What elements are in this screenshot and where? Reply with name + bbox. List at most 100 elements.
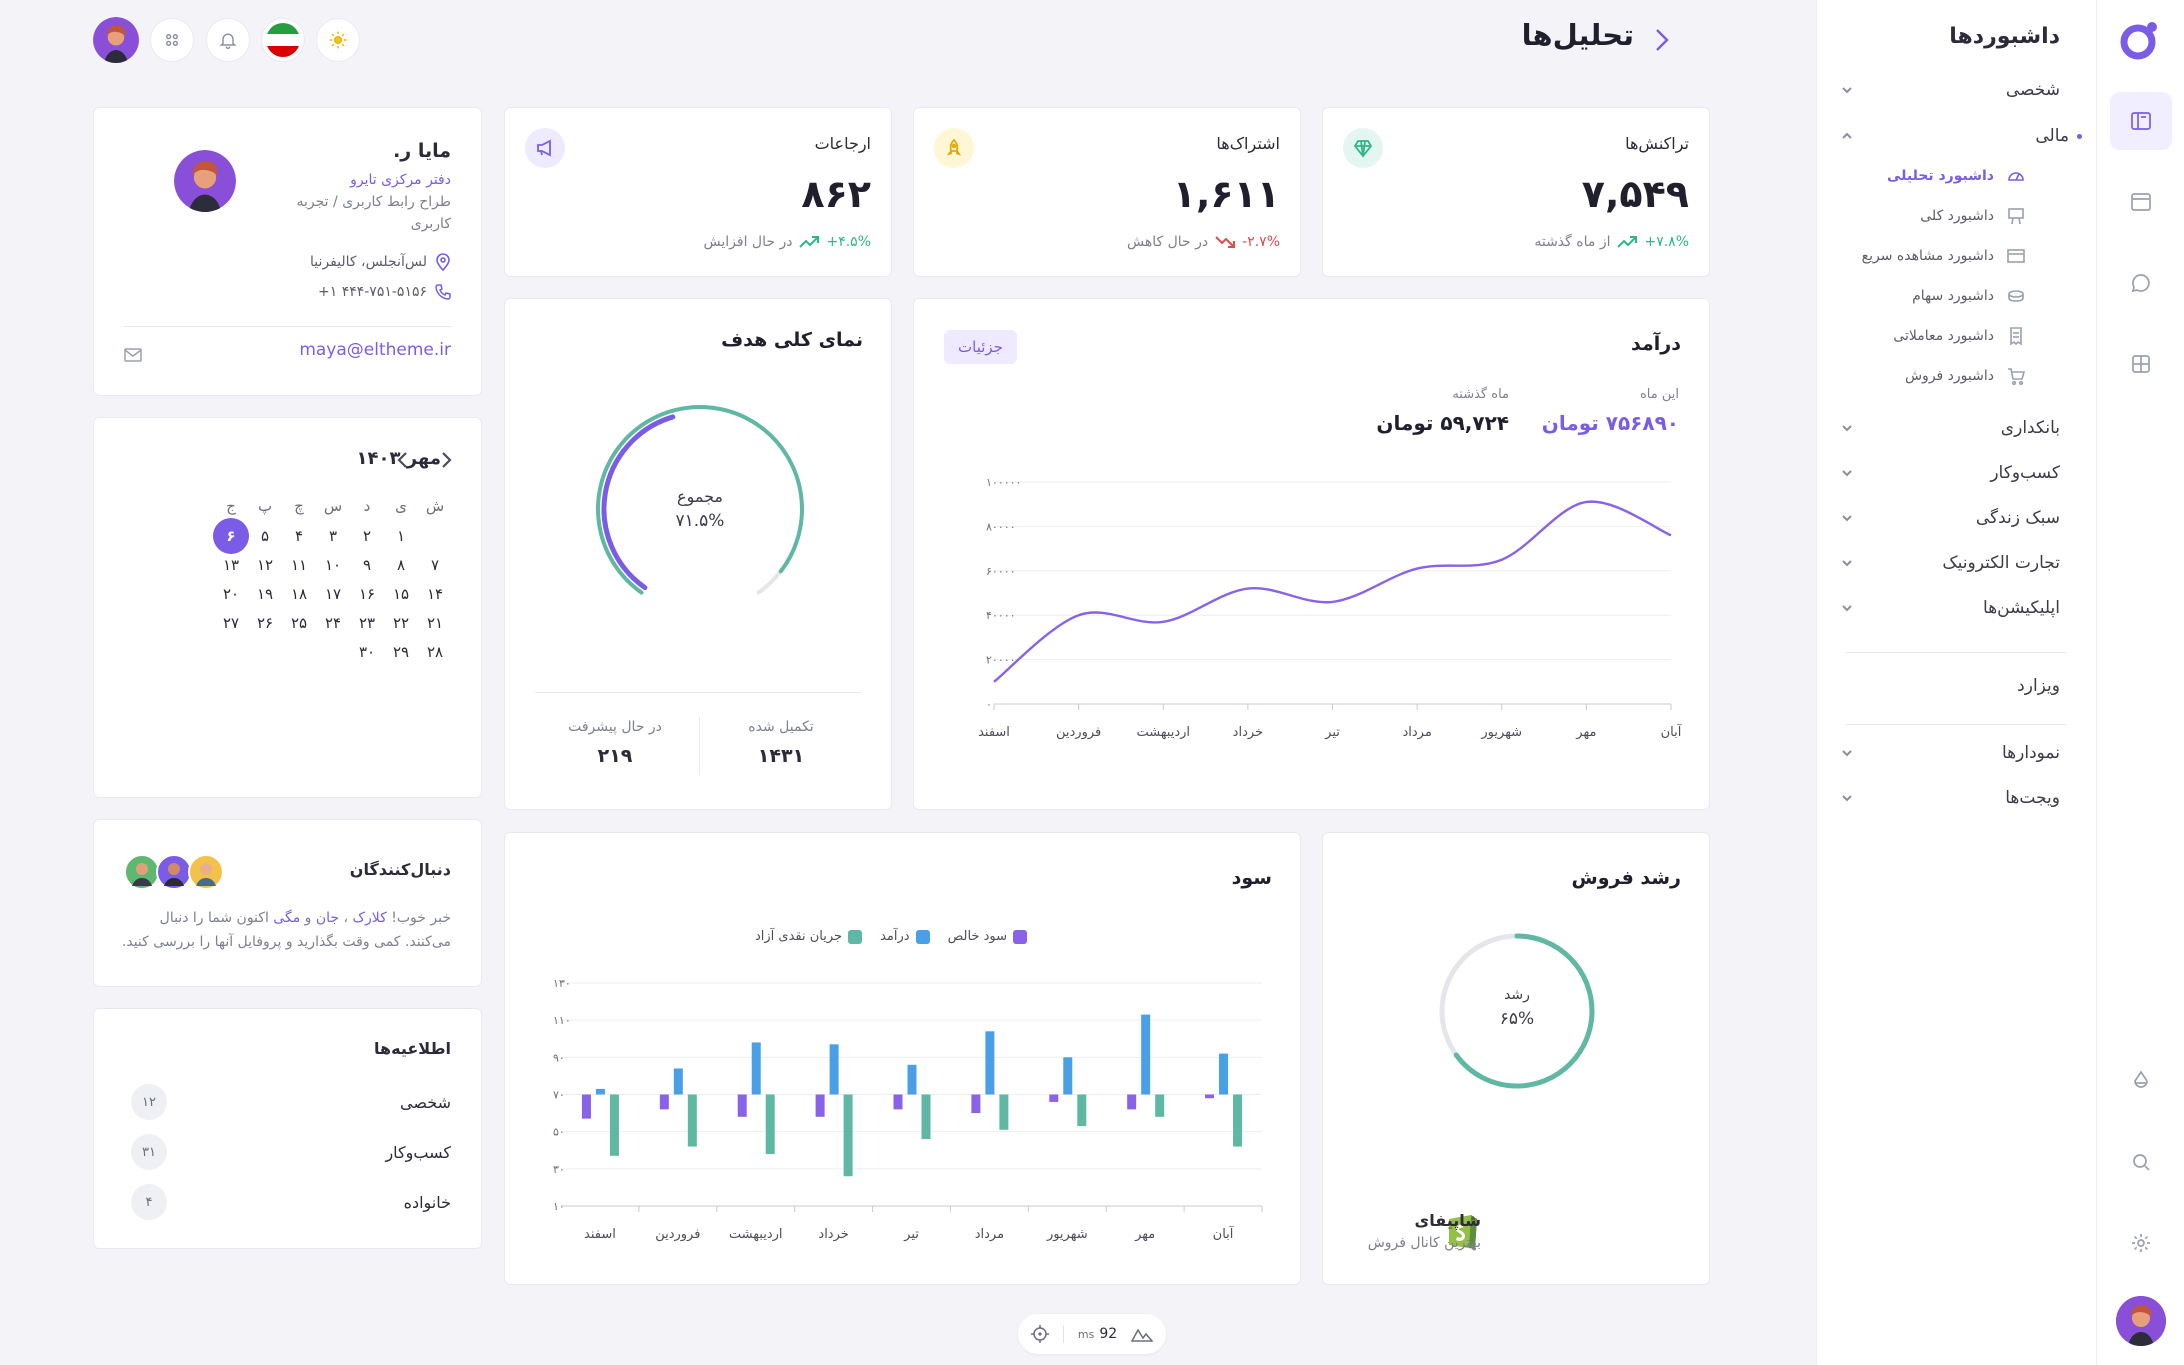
collapse-sidebar-button[interactable] xyxy=(1632,18,1692,62)
legend-item[interactable]: درآمد xyxy=(880,929,930,944)
profit-legend: جریان نقدی آزاد درآمد سود خالص xyxy=(755,929,1027,944)
stat-card-subscriptions: اشتراک‌ها ۱,۶۱۱ -۲.۷% در حال کاهش xyxy=(913,107,1301,277)
mountains-icon[interactable] xyxy=(1131,1326,1154,1342)
calendar-day[interactable]: ۲۷ xyxy=(222,614,240,632)
sidebar-group-banking[interactable]: بانکداری xyxy=(1840,418,2060,438)
goal-progress-label: در حال پیشرفت xyxy=(568,719,662,735)
calendar-day[interactable]: ۲ xyxy=(362,527,372,545)
chevron-down-icon xyxy=(1842,560,1852,567)
calendar-day[interactable]: ۲۲ xyxy=(392,614,410,632)
calendar-day[interactable]: ۲۶ xyxy=(256,614,274,632)
calendar-day[interactable]: ۹ xyxy=(362,556,372,574)
profile-avatar xyxy=(174,150,236,212)
stat-change-row: +۴.۵% در حال افزایش xyxy=(704,234,871,250)
calendar-day[interactable]: ۱۸ xyxy=(290,585,308,603)
sidebar-group-charts[interactable]: نمودارها xyxy=(1840,743,2060,763)
follower-name-link[interactable]: مگی xyxy=(273,910,301,926)
search-rail-button[interactable] xyxy=(2110,1133,2172,1191)
legend-item[interactable]: سود خالص xyxy=(948,929,1027,944)
sidebar-item-general-dashboard[interactable]: داشبورد کلی xyxy=(1826,206,2026,226)
calendar-day[interactable]: ۴ xyxy=(294,527,304,545)
sidebar-item-analytics-dashboard[interactable]: داشبورد تحلیلی xyxy=(1826,166,2026,186)
sidebar-group-ecommerce[interactable]: تجارت الکترونیک xyxy=(1840,553,2060,573)
widgets-rail-button[interactable] xyxy=(2110,335,2172,393)
calendar-day[interactable]: ۲۳ xyxy=(358,614,376,632)
follower-avatars[interactable] xyxy=(124,852,224,892)
calendar-prev-button[interactable] xyxy=(434,448,458,472)
goal-gauge xyxy=(596,405,804,595)
sidebar-item-sales-dashboard[interactable]: داشبورد فروش xyxy=(1826,366,2026,386)
notifications-button[interactable] xyxy=(206,18,250,62)
layouts-rail-button[interactable] xyxy=(2110,173,2172,231)
revenue-card: درآمد جزئیات این ماه ۷۵۶۸۹۰ تومان ماه گذ… xyxy=(913,298,1710,810)
calendar-day[interactable]: ۲۸ xyxy=(426,643,444,661)
announcement-row[interactable]: خانواده ۴ xyxy=(131,1184,451,1220)
language-button[interactable] xyxy=(261,18,305,62)
calendar-day[interactable]: ۱۷ xyxy=(324,585,342,603)
calendar-day[interactable]: ۲۰ xyxy=(222,585,240,603)
profile-email[interactable]: maya@eltheme.ir xyxy=(299,340,451,360)
logo-icon[interactable] xyxy=(2118,18,2162,62)
sidebar-group-label: مالی xyxy=(2035,126,2069,146)
follower-name-link[interactable]: جان xyxy=(315,910,340,926)
calendar-day[interactable]: ۷ xyxy=(430,556,440,574)
sidebar-item-label: داشبورد تحلیلی xyxy=(1886,168,1994,184)
details-button[interactable]: جزئیات xyxy=(944,330,1017,364)
sidebar-group-lifestyle[interactable]: سبک زندگی xyxy=(1840,508,2060,528)
user-avatar[interactable] xyxy=(2116,1296,2166,1346)
calendar-day[interactable]: ۸ xyxy=(396,556,406,574)
profile-company[interactable]: دفتر مرکزی تایرو xyxy=(350,172,451,188)
calendar-day[interactable]: ۱۳ xyxy=(222,556,240,574)
sidebar-group-label: ویجت‌ها xyxy=(2005,788,2060,808)
revenue-x-tick: شهریور xyxy=(1480,725,1522,740)
sidebar-group-business[interactable]: کسب‌وکار xyxy=(1840,463,2060,483)
announcements-title: اطلاعیه‌ها xyxy=(374,1039,451,1058)
sidebar-group-apps[interactable]: اپلیکیشن‌ها xyxy=(1840,598,2060,618)
calendar-day[interactable]: ۱۰ xyxy=(324,556,342,574)
drop-icon xyxy=(2134,1070,2148,1088)
sidebar-item-label: داشبورد سهام xyxy=(1912,288,1994,304)
calendar-day[interactable]: ۱۲ xyxy=(256,556,274,574)
calendar-day[interactable]: ۲۱ xyxy=(426,614,444,632)
sidebar-group-personal[interactable]: شخصی xyxy=(1840,80,2060,100)
calendar-day[interactable]: ۲۹ xyxy=(392,643,410,661)
sidebar-group-finance[interactable]: مالی xyxy=(1840,126,2082,146)
messages-rail-button[interactable] xyxy=(2110,254,2172,312)
calendar-day[interactable]: ۱۹ xyxy=(256,585,274,603)
trend-down-icon xyxy=(1215,236,1236,248)
calendar-day[interactable]: ۶ xyxy=(213,518,249,554)
calendar-day[interactable]: ۱۱ xyxy=(290,556,308,574)
mail-icon[interactable] xyxy=(124,348,142,366)
chat-icon xyxy=(2131,274,2150,293)
header-avatar[interactable] xyxy=(93,17,139,63)
calendar-day[interactable]: ۱ xyxy=(396,527,406,545)
apps-button[interactable] xyxy=(150,18,194,62)
calendar-day[interactable]: ۵ xyxy=(260,527,270,545)
growth-ring xyxy=(1439,933,1595,1089)
sidebar-item-trading-dashboard[interactable]: داشبورد معاملاتی xyxy=(1826,326,2026,346)
sidebar-group-widgets[interactable]: ویجت‌ها xyxy=(1840,788,2060,808)
sidebar-item-stocks-dashboard[interactable]: داشبورد سهام xyxy=(1826,286,2026,306)
calendar-weekday: س xyxy=(323,497,343,515)
dashboards-rail-button[interactable] xyxy=(2110,92,2172,150)
profit-bar xyxy=(843,1094,853,1177)
announcement-row[interactable]: کسب‌وکار ۳۱ xyxy=(131,1134,451,1170)
calendar-day[interactable]: ۲۵ xyxy=(290,614,308,632)
calendar-day[interactable]: ۲۴ xyxy=(324,614,342,632)
calendar-next-button[interactable] xyxy=(391,448,415,472)
sidebar-item-quickview-dashboard[interactable]: داشبورد مشاهده سریع xyxy=(1826,246,2026,266)
calendar-day[interactable]: ۱۴ xyxy=(426,585,444,603)
calendar-day[interactable]: ۱۶ xyxy=(358,585,376,603)
settings-rail-button[interactable] xyxy=(2110,1214,2172,1272)
calendar-day[interactable]: ۱۵ xyxy=(392,585,410,603)
sidebar-item-wizard[interactable]: ویزارد xyxy=(1840,676,2060,696)
theme-rail-button[interactable] xyxy=(2110,1052,2172,1110)
calendar-day[interactable]: ۳۰ xyxy=(358,643,376,661)
stat-note: در حال کاهش xyxy=(1127,234,1209,250)
calendar-day[interactable]: ۳ xyxy=(328,527,338,545)
theme-toggle-button[interactable] xyxy=(316,18,360,62)
legend-item[interactable]: جریان نقدی آزاد xyxy=(755,929,863,944)
announcement-row[interactable]: شخصی ۱۲ xyxy=(131,1084,451,1120)
follower-name-link[interactable]: کلارک xyxy=(352,910,387,926)
crosshair-icon[interactable] xyxy=(1030,1325,1049,1343)
